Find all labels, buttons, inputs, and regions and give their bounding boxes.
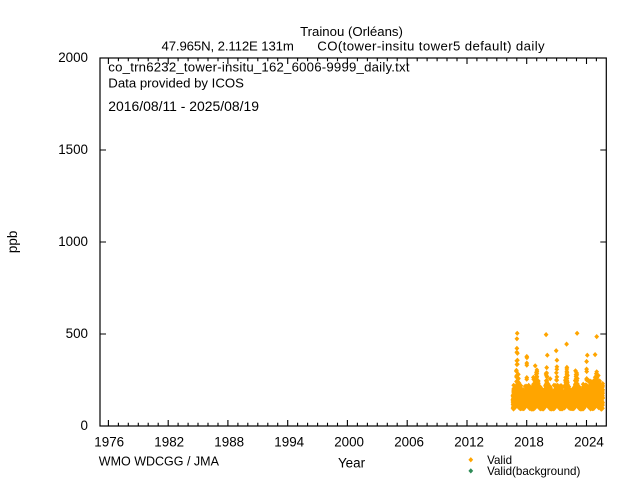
svg-text:1976: 1976 xyxy=(94,434,124,449)
svg-text:2018: 2018 xyxy=(514,434,544,449)
svg-text:1994: 1994 xyxy=(274,434,304,449)
svg-text:2006: 2006 xyxy=(394,434,424,449)
svg-text:1500: 1500 xyxy=(58,142,88,157)
svg-text:2000: 2000 xyxy=(58,50,88,65)
svg-text:Year: Year xyxy=(338,456,366,471)
svg-text:1000: 1000 xyxy=(58,234,88,249)
svg-text:2016/08/11 - 2025/08/19: 2016/08/11 - 2025/08/19 xyxy=(108,98,259,114)
svg-text:co_trn6232_tower-insitu_162_60: co_trn6232_tower-insitu_162_6006-9999_da… xyxy=(108,60,410,75)
svg-text:1988: 1988 xyxy=(214,434,244,449)
svg-text:1982: 1982 xyxy=(154,434,184,449)
svg-text:2012: 2012 xyxy=(454,434,484,449)
svg-text:ppb: ppb xyxy=(5,231,20,253)
svg-text:Valid(background): Valid(background) xyxy=(487,465,580,478)
svg-text:2024: 2024 xyxy=(574,434,604,449)
svg-text:CO(tower-insitu tower5 default: CO(tower-insitu tower5 default) daily xyxy=(317,38,545,53)
svg-text:0: 0 xyxy=(81,418,88,433)
svg-text:2000: 2000 xyxy=(334,434,364,449)
svg-text:500: 500 xyxy=(66,326,88,341)
svg-text:WMO WDCGG / JMA: WMO WDCGG / JMA xyxy=(99,455,220,469)
svg-text:Data provided by ICOS: Data provided by ICOS xyxy=(108,76,244,91)
svg-text:47.965N, 2.112E 131m: 47.965N, 2.112E 131m xyxy=(162,38,294,53)
svg-text:Trainou (Orléans): Trainou (Orléans) xyxy=(300,24,403,39)
svg-text:Valid: Valid xyxy=(487,454,512,467)
